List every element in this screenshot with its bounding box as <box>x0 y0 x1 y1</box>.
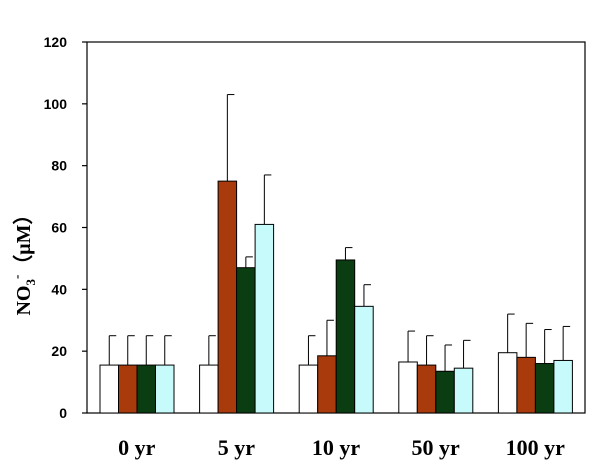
bar-s2-10yr <box>317 355 337 414</box>
bar-s3-100yr <box>534 363 555 414</box>
bar-s4-5yr <box>254 223 275 414</box>
bar-s2-5yr <box>217 180 238 414</box>
bar-s2-0yr <box>118 364 138 414</box>
y-tick-label: 0 <box>59 405 67 421</box>
y-axis-label-subscript: 3 <box>23 279 38 286</box>
bars <box>99 180 573 414</box>
bar-s4-0yr <box>155 364 175 414</box>
bar-s4-10yr <box>354 305 374 414</box>
y-axis-label: NO3-（μM） <box>9 204 38 315</box>
bar-s1-0yr <box>99 364 119 414</box>
bar-s3-0yr <box>136 364 156 414</box>
bar-s3-50yr <box>435 370 455 414</box>
y-tick-label: 60 <box>51 220 67 236</box>
bar-s1-10yr <box>298 364 319 414</box>
x-tick-label: 100 yr <box>506 435 566 460</box>
error-bars <box>108 94 571 372</box>
bar-s3-10yr <box>335 259 356 414</box>
y-axis-label-main: NO <box>13 286 35 316</box>
bar-s1-5yr <box>199 364 219 414</box>
bar-s1-50yr <box>398 361 418 414</box>
bar-s4-100yr <box>553 359 573 414</box>
y-tick-labels: 0 20 40 60 80 100 120 <box>44 34 68 421</box>
bar-s2-100yr <box>516 356 536 414</box>
y-tick-label: 120 <box>44 34 68 50</box>
x-tick-label: 5 yr <box>218 435 256 460</box>
x-tick-label: 10 yr <box>312 435 361 460</box>
y-tick-label: 80 <box>51 158 67 174</box>
x-tick-labels: 0 yr 5 yr 10 yr 50 yr 100 yr <box>118 435 565 460</box>
y-tick-label: 100 <box>44 96 68 112</box>
y-tick-label: 20 <box>51 343 67 359</box>
bar-s2-50yr <box>416 364 437 414</box>
y-tick-label: 40 <box>51 281 67 297</box>
y-axis-label-unit: （μM） <box>12 204 35 274</box>
y-axis-label-superscript: - <box>9 275 24 279</box>
x-tick-label: 0 yr <box>118 435 156 460</box>
x-tick-label: 50 yr <box>411 435 460 460</box>
bar-s1-100yr <box>497 352 518 414</box>
bar-s3-5yr <box>236 267 256 414</box>
bar-s4-50yr <box>453 367 474 414</box>
